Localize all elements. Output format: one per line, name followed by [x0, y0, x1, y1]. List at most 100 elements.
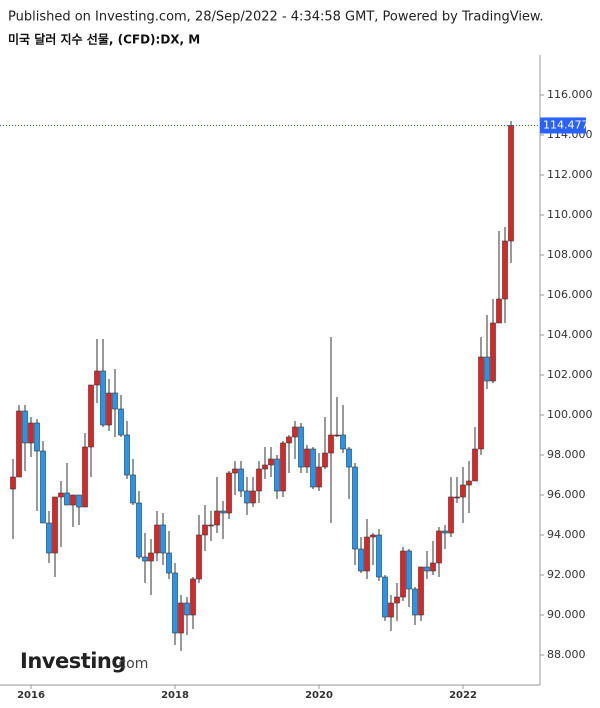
- candle-body: [460, 484, 466, 498]
- chart-title: 미국 달러 지수 선물, (CFD):DX, M: [8, 32, 200, 47]
- y-tick-label: 112.000: [547, 168, 593, 181]
- candle-body: [466, 480, 472, 486]
- candle-body: [244, 490, 250, 504]
- candle-body: [208, 524, 214, 527]
- y-tick-label: 116.000: [547, 88, 593, 101]
- candle-body: [400, 550, 406, 598]
- y-tick-label: 110.000: [547, 208, 593, 221]
- candle-body: [196, 534, 202, 580]
- y-tick-label: 90.000: [547, 608, 586, 621]
- candle-body: [454, 496, 460, 499]
- candle-body: [58, 492, 64, 498]
- candle-body: [184, 602, 190, 616]
- candle-body: [322, 452, 328, 468]
- candle-body: [376, 534, 382, 578]
- candle-body: [76, 494, 82, 508]
- candle-body: [136, 502, 142, 558]
- candle-body: [328, 434, 334, 454]
- candle-body: [502, 240, 508, 300]
- candle-body: [16, 410, 22, 478]
- last-price-label: 114.477: [543, 118, 589, 131]
- candle-body: [46, 522, 52, 554]
- candle-body: [232, 468, 238, 474]
- candle-body: [430, 562, 436, 572]
- candle-body: [340, 434, 346, 450]
- candle-body: [172, 572, 178, 634]
- candle-body: [214, 510, 220, 526]
- candle-body: [220, 510, 226, 514]
- candle-body: [94, 370, 100, 386]
- candle-body: [334, 434, 340, 437]
- candle-body: [130, 474, 136, 504]
- candle-body: [346, 448, 352, 468]
- candle-body: [280, 442, 286, 492]
- candle-body: [370, 534, 376, 538]
- candle-body: [148, 552, 154, 562]
- candle-body: [106, 392, 112, 426]
- candle-body: [478, 356, 484, 450]
- logo-suffix: .com: [114, 656, 148, 672]
- candle-body: [310, 448, 316, 488]
- candle-body: [190, 578, 196, 616]
- y-tick-label: 96.000: [547, 488, 586, 501]
- candle-body: [412, 588, 418, 616]
- candle-body: [160, 524, 166, 554]
- candle-body: [394, 596, 400, 604]
- published-note: Published on Investing.com, 28/Sep/2022 …: [8, 10, 544, 25]
- candle-body: [100, 370, 106, 426]
- x-tick-label: 2022: [449, 690, 477, 701]
- x-tick-label: 2016: [17, 690, 45, 701]
- candle-body: [250, 490, 256, 504]
- candle-body: [268, 458, 274, 466]
- y-tick-label: 94.000: [547, 528, 586, 541]
- y-tick-label: 92.000: [547, 568, 586, 581]
- logo-main: Investing: [20, 649, 126, 673]
- candle-body: [442, 530, 448, 534]
- candle-body: [304, 448, 310, 468]
- candle-body: [52, 496, 58, 554]
- x-tick-label: 2020: [305, 690, 333, 701]
- candle-body: [202, 524, 208, 536]
- candle-body: [364, 536, 370, 572]
- candle-body: [436, 530, 442, 564]
- last-price-box: [540, 117, 586, 134]
- candle-body: [64, 492, 70, 506]
- y-tick-label: 108.000: [547, 248, 593, 261]
- candle-body: [82, 446, 88, 508]
- candle-body: [142, 556, 148, 562]
- y-tick-label: 102.000: [547, 368, 593, 381]
- candle-body: [118, 408, 124, 436]
- candle-body: [238, 468, 244, 492]
- candle-body: [472, 448, 478, 482]
- candle-body: [28, 422, 34, 444]
- candle-body: [382, 576, 388, 618]
- candle-body: [226, 472, 232, 514]
- candle-body: [316, 466, 322, 488]
- candle-body: [286, 436, 292, 444]
- y-tick-label: 88.000: [547, 648, 586, 661]
- candle-body: [88, 384, 94, 448]
- candle-body: [352, 466, 358, 550]
- y-tick-label: 98.000: [547, 448, 586, 461]
- candle-body: [166, 552, 172, 574]
- candle-body: [388, 602, 394, 618]
- candle-body: [418, 566, 424, 616]
- candle-body: [406, 550, 412, 590]
- candle-body: [34, 422, 40, 452]
- candle-body: [448, 496, 454, 534]
- candle-body: [298, 426, 304, 468]
- candle-body: [292, 426, 298, 438]
- candle-body: [358, 548, 364, 572]
- candle-body: [40, 450, 46, 524]
- candle-body: [256, 468, 262, 492]
- candle-body: [424, 566, 430, 572]
- candle-body: [22, 410, 28, 444]
- y-tick-label: 104.000: [547, 328, 593, 341]
- y-tick-label: 106.000: [547, 288, 593, 301]
- candle-body: [10, 476, 16, 490]
- candle-body: [70, 494, 76, 506]
- candle-body: [490, 322, 496, 382]
- candle-body: [508, 125, 514, 242]
- candle-body: [124, 434, 130, 476]
